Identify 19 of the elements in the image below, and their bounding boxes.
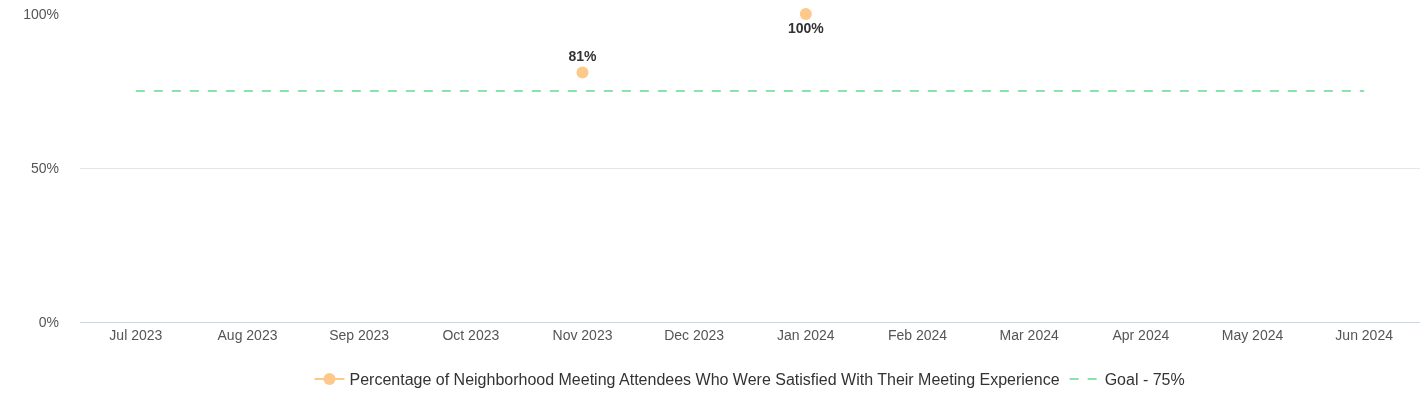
data-label: 81%	[568, 47, 598, 64]
x-tick-label: May 2024	[1221, 326, 1284, 343]
x-tick-label: Jul 2023	[109, 326, 163, 343]
y-tick-label: 100%	[23, 5, 59, 22]
y-tick-label: 50%	[30, 159, 59, 176]
x-tick-label: Apr 2024	[1112, 326, 1170, 343]
x-tick-label: Aug 2023	[217, 326, 278, 343]
legend-label: Goal - 75%	[1104, 371, 1185, 389]
x-tick-label: Dec 2023	[664, 326, 725, 343]
x-tick-label: Oct 2023	[442, 326, 500, 343]
y-tick-label: 0%	[38, 313, 59, 330]
x-tick-label: Jun 2024	[1335, 326, 1394, 343]
x-tick-label: Sep 2023	[329, 326, 390, 343]
x-tick-label: Feb 2024	[887, 326, 948, 343]
x-tick-label: Jan 2024	[777, 326, 835, 343]
data-label: 100%	[787, 20, 825, 36]
legend-label: Percentage of Neighborhood Meeting Attendees Who Were Satisfied With Their Meeting Experience	[349, 371, 1060, 389]
x-tick-label: Mar 2024	[999, 326, 1059, 343]
x-tick-label: Nov 2023	[552, 326, 613, 343]
